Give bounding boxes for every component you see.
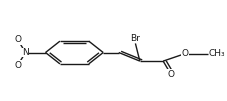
Text: N: N <box>22 48 29 57</box>
Text: O: O <box>167 70 174 79</box>
Text: O: O <box>181 49 188 58</box>
Text: CH₃: CH₃ <box>208 49 224 58</box>
Text: Br: Br <box>130 34 140 43</box>
Text: O: O <box>14 61 21 70</box>
Text: O: O <box>14 35 21 44</box>
